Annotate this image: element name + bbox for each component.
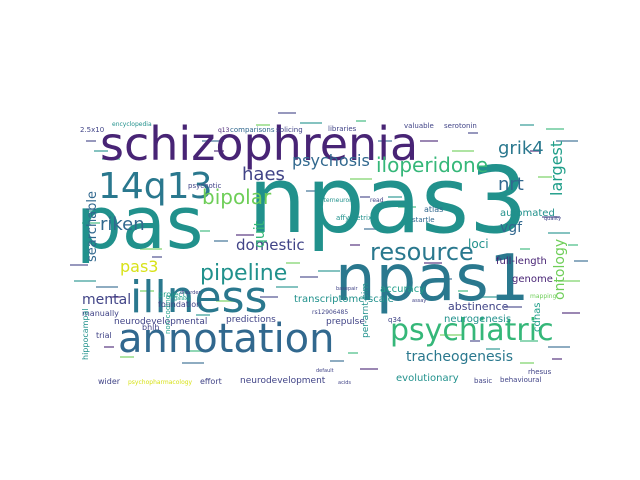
cloud-word-libraries: libraries xyxy=(328,125,357,133)
cloud-word-wider: wider xyxy=(98,377,121,386)
cloud-word-psychopharmacology: psychopharmacology xyxy=(128,379,193,386)
cloud-word-npas3: npas3 xyxy=(248,147,528,254)
cloud-word-default: default xyxy=(316,368,334,374)
cloud-word-foundation: foundation xyxy=(158,300,201,309)
cloud-word-genome: genome xyxy=(512,274,553,285)
cloud-word-grik4: grik4 xyxy=(498,138,544,159)
cloud-word-transcriptome-scale: transcriptome-scale xyxy=(294,294,394,305)
cloud-word-interneuron: interneuron xyxy=(318,197,353,204)
cloud-word-abstinence: abstinence xyxy=(448,300,509,313)
cloud-word-largest: largest xyxy=(547,141,566,196)
cloud-word-disorder: disorder xyxy=(180,290,201,296)
cloud-word-rs12906485: rs12906485 xyxy=(312,309,348,316)
cloud-word-accuracy: accuracy xyxy=(380,284,425,295)
cloud-word-haes: haes xyxy=(242,164,285,185)
cloud-word-comparisons: comparisons xyxy=(230,126,275,134)
cloud-word-serotonin: serotonin xyxy=(444,122,477,130)
cloud-word-resource: resource xyxy=(370,238,474,266)
cloud-word-psychosis: psychosis xyxy=(292,151,370,170)
cloud-word-tracheogenesis: tracheogenesis xyxy=(406,349,513,365)
cloud-word-psychiatric: psychiatric xyxy=(390,313,554,348)
cloud-word-atlas: atlas xyxy=(424,205,443,214)
cloud-word-effort: effort xyxy=(200,377,222,386)
cloud-word-galaxy: galaxy xyxy=(174,296,191,302)
cloud-word-read: read xyxy=(370,197,384,204)
cloud-word-riken: riken xyxy=(100,214,145,235)
cloud-word-assay: assay xyxy=(412,298,426,304)
cloud-word-full-length: full-length xyxy=(496,256,547,267)
cloud-word-prepulse: prepulse xyxy=(326,317,365,327)
cloud-word-illness: illness xyxy=(130,272,267,323)
cloud-word-quit: quit xyxy=(252,220,268,248)
cloud-word-neurogenesis: neurogenesis xyxy=(444,314,511,325)
cloud-word-mapping: mapping xyxy=(530,293,557,300)
cloud-word-encyclopedia: encyclopedia xyxy=(112,121,152,128)
cloud-word-valuable: valuable xyxy=(404,122,434,130)
cloud-word-q13: q13 xyxy=(218,127,230,134)
cloud-word-q34: q34 xyxy=(388,316,402,324)
cloud-word-affymetrix: affymetrix xyxy=(336,214,372,222)
cloud-word-domestic: domestic xyxy=(236,236,305,254)
cloud-word-ontology: ontology xyxy=(552,239,568,300)
cloud-word-basic: basic xyxy=(474,377,492,385)
tiny-word-filler xyxy=(70,112,588,370)
cloud-word-pas: pas xyxy=(76,181,203,265)
cloud-word-basepair: basepair xyxy=(336,286,359,292)
cloud-word-per-arnt-sim: per-arnt-sim xyxy=(361,283,371,338)
cloud-word-behavioural: behavioural xyxy=(500,376,541,384)
cloud-word-searchable: searchable xyxy=(85,191,100,262)
cloud-word-cdnas: cdnas xyxy=(532,302,543,332)
cloud-word-nrt: nrt xyxy=(498,174,524,195)
cloud-word-loci: loci xyxy=(468,237,489,251)
cloud-word-pipeline: pipeline xyxy=(200,261,287,286)
cloud-word-npas1: npas1 xyxy=(335,242,529,316)
cloud-word-bipolar: bipolar xyxy=(202,185,272,209)
cloud-word-non-coding: non-coding xyxy=(164,295,172,334)
cloud-word-psychotic: psychotic xyxy=(188,182,221,190)
cloud-word-neurodevelopmental: neurodevelopmental xyxy=(114,317,207,327)
cloud-word-schizophrenia: schizophrenia xyxy=(100,117,418,171)
cloud-word-quality: quality xyxy=(544,216,561,222)
cloud-word-rhesus: rhesus xyxy=(528,368,552,376)
cloud-word-2-5x10: 2.5x10 xyxy=(80,126,104,134)
cloud-word-iloperidone: iloperidone xyxy=(376,153,488,177)
cloud-word-predictions: predictions xyxy=(226,315,276,325)
cloud-word-vgf: vgf xyxy=(500,220,523,236)
cloud-word-pas3: pas3 xyxy=(120,257,158,276)
cloud-word-annotation: annotation xyxy=(118,316,335,362)
cloud-word-bhlh: bhlh xyxy=(142,323,159,332)
cloud-word-trial: trial xyxy=(96,331,112,340)
cloud-word-neurodevelopment: neurodevelopment xyxy=(240,376,326,386)
cloud-word-automated: automated xyxy=(500,208,555,219)
cloud-word-mental: mental xyxy=(82,292,131,308)
cloud-word-evolutionary: evolutionary xyxy=(396,373,459,384)
cloud-word-acids: acids xyxy=(338,380,351,386)
cloud-word-manually: manually xyxy=(82,309,119,318)
cloud-word-startle: startle xyxy=(412,216,435,224)
cloud-word-splicing: splicing xyxy=(276,126,303,134)
cloud-word-14q13: 14q13 xyxy=(98,166,212,207)
cloud-word-project: project xyxy=(158,290,186,299)
cloud-word-hippocampal: hippocampal xyxy=(81,308,90,360)
